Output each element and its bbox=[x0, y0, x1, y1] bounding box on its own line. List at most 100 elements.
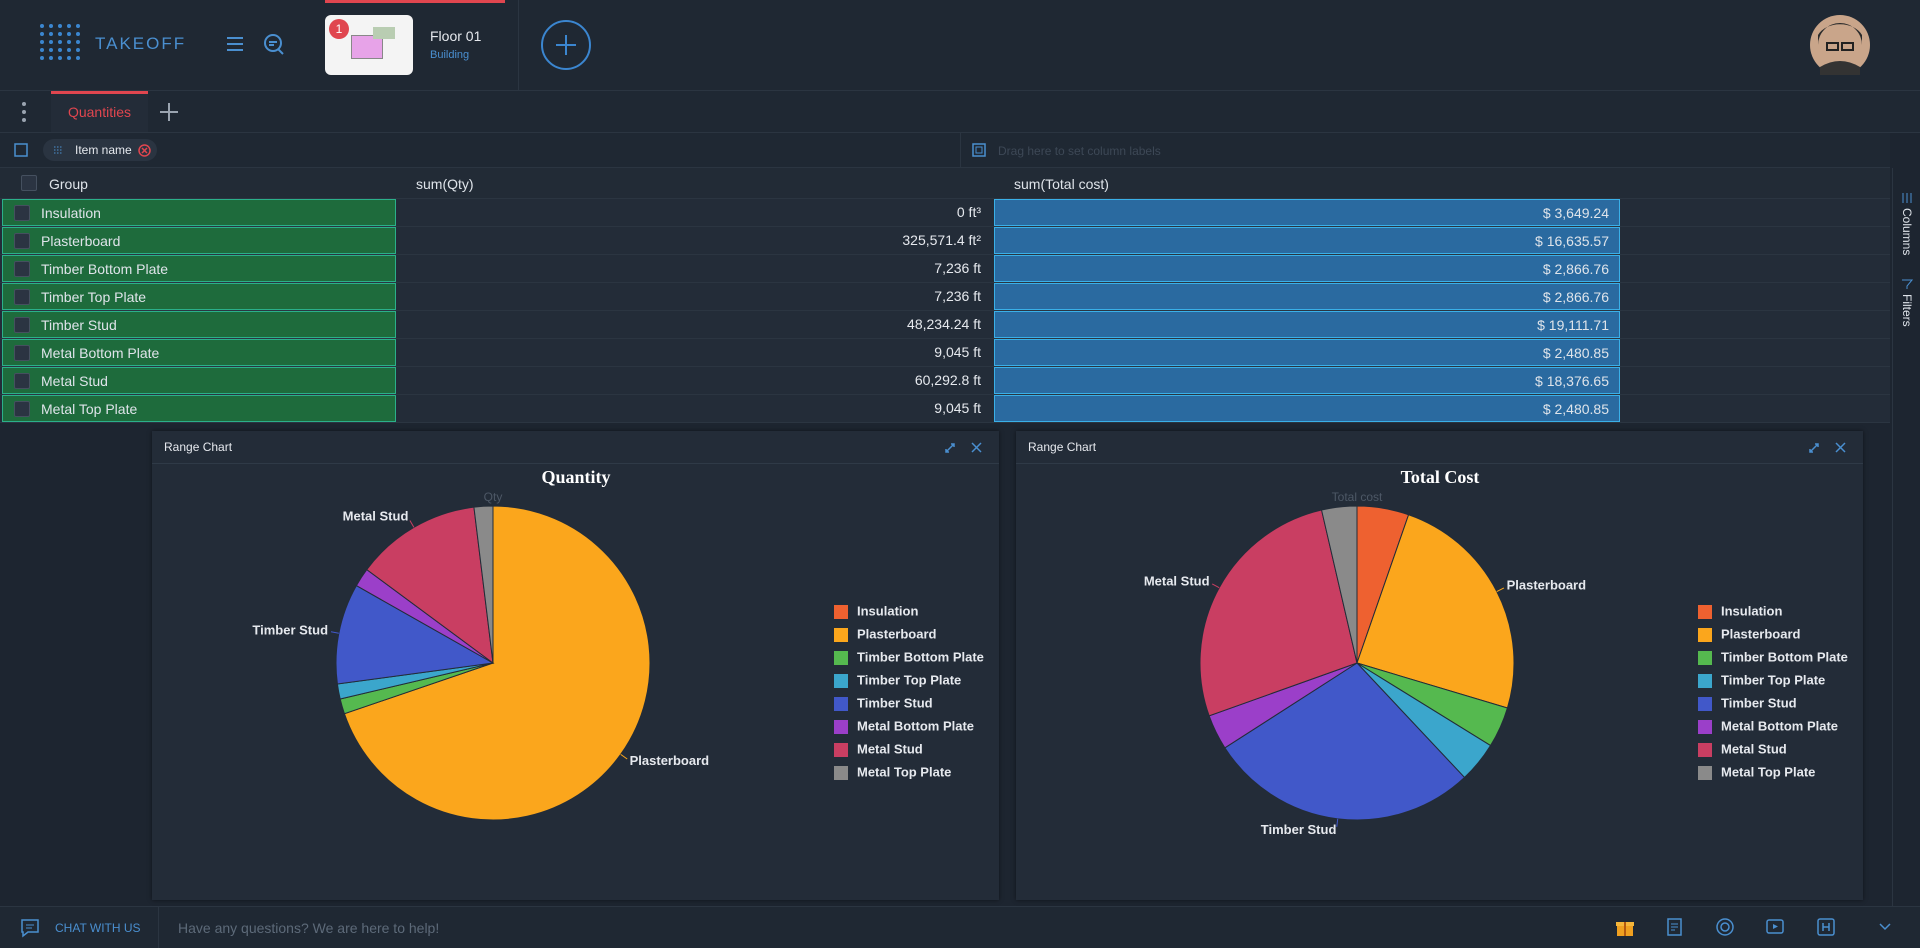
cost-cell: $ 19,111.71 bbox=[994, 311, 1620, 338]
cost-cell: $ 2,866.76 bbox=[994, 283, 1620, 310]
legend-label: Insulation bbox=[1721, 603, 1782, 618]
row-checkbox[interactable] bbox=[14, 261, 30, 277]
chart-title: Total Cost bbox=[1401, 467, 1480, 487]
logo-dot bbox=[58, 40, 62, 44]
column-header[interactable]: Group bbox=[49, 176, 88, 192]
logo-dot bbox=[76, 56, 80, 60]
floor-badge: 1 bbox=[329, 19, 349, 39]
row-checkbox[interactable] bbox=[14, 373, 30, 389]
legend-swatch bbox=[1698, 605, 1712, 619]
table-body: Insulation 0 ft³ $ 3,649.24 Plasterboard 325… bbox=[0, 199, 1890, 423]
panel-divider bbox=[152, 463, 999, 464]
chart: Quantity Qty Plasterboard Timber Stud Metal … bbox=[252, 467, 984, 821]
group-cell: Metal Bottom Plate bbox=[2, 339, 396, 366]
logo-dot bbox=[67, 24, 71, 28]
close-button[interactable] bbox=[1835, 442, 1846, 453]
row-checkbox[interactable] bbox=[14, 401, 30, 417]
pie-slice bbox=[1356, 514, 1515, 709]
row-checkbox[interactable] bbox=[14, 345, 30, 361]
panel-title: Range Chart bbox=[1028, 440, 1097, 454]
sidebar-tab[interactable]: Filters bbox=[1900, 294, 1914, 327]
add-tab-button[interactable] bbox=[159, 102, 179, 122]
slice-label: Timber Stud bbox=[1261, 822, 1337, 837]
user-avatar[interactable] bbox=[1810, 15, 1870, 75]
top-bar: TAKEOFF 1 Floor 01 Building bbox=[0, 0, 1920, 91]
video-button[interactable] bbox=[1765, 917, 1785, 937]
cost-cell: $ 16,635.57 bbox=[994, 227, 1620, 254]
logo-dot bbox=[67, 56, 71, 60]
logo-dot bbox=[40, 48, 44, 52]
label-leader bbox=[1496, 587, 1505, 592]
menu-button[interactable] bbox=[226, 36, 244, 52]
legend-label: Plasterboard bbox=[1721, 626, 1801, 641]
divider bbox=[960, 133, 961, 167]
slice-label: Metal Stud bbox=[343, 508, 409, 523]
table-row: Timber Stud 48,234.24 ft $ 19,111.71 bbox=[0, 311, 1890, 339]
remove-chip-button[interactable] bbox=[138, 144, 151, 157]
logo-dot bbox=[58, 48, 62, 52]
report-button[interactable] bbox=[1666, 917, 1686, 937]
search-button[interactable] bbox=[263, 33, 285, 55]
table-header: Group sum(Qty) sum(Total cost) bbox=[0, 168, 1890, 199]
legend-swatch bbox=[834, 674, 848, 688]
legend-swatch bbox=[1698, 743, 1712, 757]
legend-swatch bbox=[1698, 628, 1712, 642]
legend-label: Metal Bottom Plate bbox=[857, 718, 974, 733]
logo-dot bbox=[58, 24, 62, 28]
row-checkbox[interactable] bbox=[14, 205, 30, 221]
panel-title: Range Chart bbox=[164, 440, 233, 454]
chat-input[interactable]: Have any questions? We are here to help! bbox=[178, 920, 440, 936]
logo-dot bbox=[67, 48, 71, 52]
tab[interactable]: Quantities bbox=[51, 91, 148, 132]
help-button[interactable] bbox=[1715, 917, 1735, 937]
qty-cell: 9,045 ft bbox=[934, 344, 981, 360]
logo-dot bbox=[49, 40, 53, 44]
logo-dot bbox=[40, 40, 44, 44]
slice-label: Timber Stud bbox=[252, 622, 328, 637]
group-cell: Metal Stud bbox=[2, 367, 396, 394]
close-button[interactable] bbox=[971, 442, 982, 453]
logo-icon bbox=[40, 24, 80, 60]
columns-icon bbox=[1902, 193, 1912, 203]
expand-button[interactable] bbox=[945, 443, 955, 453]
group-cell: Metal Top Plate bbox=[2, 395, 396, 422]
legend-swatch bbox=[834, 651, 848, 665]
logo-dot bbox=[40, 24, 44, 28]
group-chip[interactable]: Item name bbox=[43, 139, 157, 161]
row-checkbox[interactable] bbox=[14, 317, 30, 333]
collapse-button[interactable] bbox=[1878, 922, 1892, 932]
chat-button[interactable]: CHAT WITH US bbox=[55, 921, 141, 935]
more-button[interactable] bbox=[20, 101, 28, 123]
row-checkbox[interactable] bbox=[14, 289, 30, 305]
logo-dot bbox=[40, 32, 44, 36]
column-hint: Drag here to set column labels bbox=[998, 144, 1161, 158]
thumbnail-shape bbox=[373, 27, 395, 39]
expand-button[interactable] bbox=[1809, 443, 1819, 453]
floor-thumbnail[interactable] bbox=[325, 15, 413, 75]
floor-subtitle: Building bbox=[430, 49, 470, 61]
logo-dot bbox=[49, 56, 53, 60]
logo-dot bbox=[49, 32, 53, 36]
logo-dot bbox=[40, 56, 44, 60]
slice-label: Plasterboard bbox=[630, 753, 710, 768]
sidebar-tab[interactable]: Columns bbox=[1900, 208, 1914, 256]
hotkeys-button[interactable] bbox=[1816, 917, 1836, 937]
row-checkbox[interactable] bbox=[14, 233, 30, 249]
group-cell: Timber Bottom Plate bbox=[2, 255, 396, 282]
column-header[interactable]: sum(Qty) bbox=[416, 176, 474, 192]
chip-label: Item name bbox=[75, 143, 132, 157]
add-floor-button[interactable] bbox=[540, 19, 592, 71]
legend-label: Metal Stud bbox=[1721, 741, 1787, 756]
gift-button[interactable] bbox=[1615, 917, 1635, 937]
select-all-checkbox[interactable] bbox=[21, 175, 37, 191]
legend-swatch bbox=[834, 743, 848, 757]
tab-label: Quantities bbox=[67, 104, 132, 120]
logo-dot bbox=[76, 32, 80, 36]
divider bbox=[158, 907, 159, 948]
legend-label: Timber Stud bbox=[857, 695, 933, 710]
label-leader bbox=[620, 753, 628, 760]
legend-swatch bbox=[1698, 720, 1712, 734]
label-leader bbox=[1336, 818, 1339, 827]
column-header[interactable]: sum(Total cost) bbox=[1014, 176, 1109, 192]
qty-cell: 325,571.4 ft² bbox=[902, 232, 981, 248]
